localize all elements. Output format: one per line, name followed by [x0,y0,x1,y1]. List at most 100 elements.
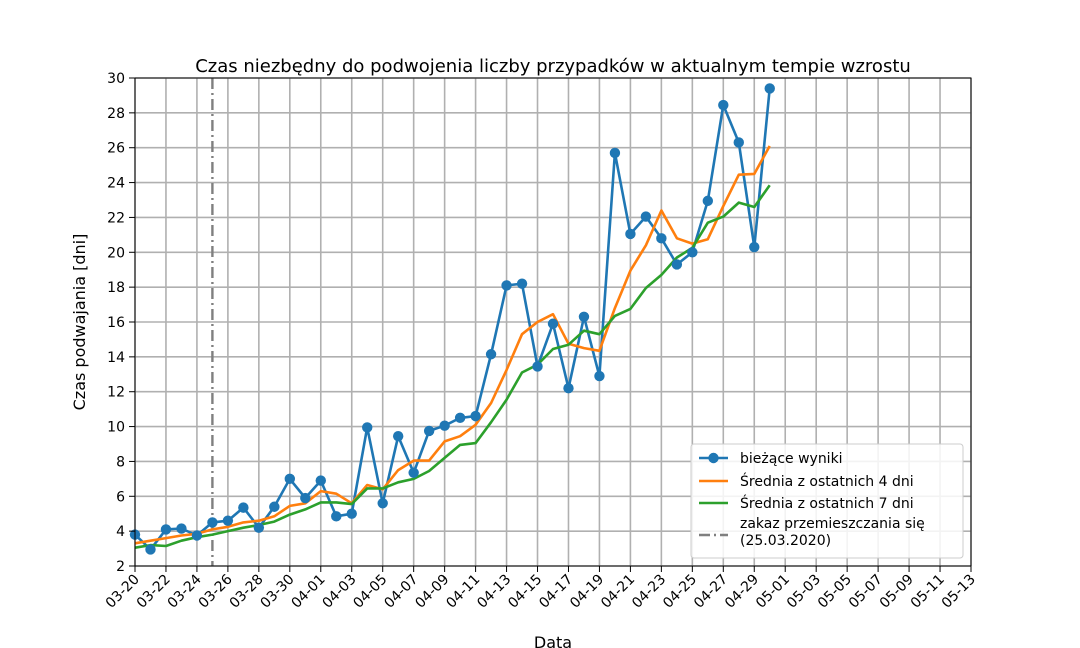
data-point [516,278,528,289]
x-tick-label: 04-13 [474,572,514,612]
y-tick-label: 30 [107,71,125,87]
data-point [594,370,605,382]
legend-label: Średnia z ostatnich 4 dni [740,472,914,490]
y-tick-label: 2 [116,559,125,575]
x-tick-label: 03-30 [258,572,298,612]
x-tick-label: 04-09 [412,572,452,612]
y-tick-label: 16 [107,315,125,331]
data-point [454,412,466,424]
x-tick-label: 04-21 [598,572,638,612]
legend-label: bieżące wyniki [740,451,843,467]
data-point [671,259,683,270]
y-tick-label: 26 [107,141,125,157]
data-point [470,410,481,422]
y-tick-label: 14 [107,350,125,366]
data-point [222,515,234,526]
data-point [547,318,559,329]
y-tick-label: 6 [116,489,125,505]
data-point [346,508,357,519]
series-line-2 [134,145,771,545]
y-tick-label: 12 [107,385,125,401]
data-point [718,99,729,111]
x-tick-label: 04-29 [722,572,762,612]
data-point [625,228,636,240]
x-tick-label: 04-03 [319,572,359,612]
data-point [439,420,450,431]
data-point [749,241,760,253]
data-point [687,247,698,258]
data-point [501,280,512,291]
x-tick-label: 05-09 [877,572,917,612]
y-axis-label: Czas podwajania [dni] [70,234,89,411]
y-tick-label: 24 [107,176,125,192]
y-tick-label: 22 [107,210,125,226]
data-point [702,195,714,207]
data-point [377,498,388,509]
data-point [640,211,652,222]
legend-label: zakaz przemieszczania się (25.03.2020) [740,516,925,549]
legend-label: Średnia z ostatnich 7 dni [740,494,914,512]
series [129,83,775,555]
data-point [176,523,187,534]
y-tick-label: 18 [107,280,125,296]
data-point [331,511,342,522]
x-tick-label: 04-01 [289,572,329,612]
data-point [532,361,543,372]
data-point [191,530,203,541]
data-point [656,233,667,244]
data-point [300,492,311,504]
data-point [392,430,404,442]
data-point [269,501,280,512]
data-point [315,475,326,486]
x-tick-label: 05-11 [908,572,948,612]
y-tick-label: 20 [107,245,125,261]
legend-box [690,443,964,559]
data-point [563,383,574,394]
data-point [733,137,744,148]
legend-marker [708,452,719,464]
data-point [408,467,419,478]
data-point [145,544,156,555]
x-axis-label: Data [534,633,572,648]
x-tick-label: 05-05 [815,572,855,612]
data-point [253,522,265,533]
data-point [578,311,590,322]
series-line-3 [134,184,771,549]
data-point [485,349,497,360]
x-tick-label: 03-28 [227,572,267,612]
data-point [609,147,621,159]
x-tick-label: 03-24 [165,571,205,611]
x-tick-label: 04-11 [443,572,483,612]
x-tick-label: 03-26 [196,571,236,611]
chart-title: Czas niezbędny do podwojenia liczby przy… [195,56,911,77]
data-point [284,473,296,485]
x-tick-label: 04-07 [381,572,421,612]
data-point [207,517,218,528]
data-point [238,502,249,513]
x-tick-label: 05-13 [939,572,979,612]
data-point [160,524,172,535]
x-tick-label: 03-22 [134,572,174,612]
y-tick-label: 28 [107,106,125,122]
legend: bieżące wyniki Średnia z ostatnich 4 dni Ś… [690,443,964,559]
x-tick-label: 04-19 [567,572,607,612]
y-tick-label: 8 [116,454,125,470]
x-tick-label: 04-25 [660,572,700,612]
x-axis: 03-2003-2203-2403-2603-2803-3004-0104-03… [103,566,979,612]
x-tick-label: 04-15 [505,572,545,612]
x-tick-label: 04-05 [350,572,390,612]
series-line-1 [134,88,771,551]
x-tick-label: 04-23 [629,572,669,612]
x-tick-label: 03-20 [103,572,143,612]
x-tick-label: 04-27 [691,572,731,612]
x-tick-label: 05-07 [846,572,886,612]
y-tick-label: 4 [116,524,125,540]
data-point [423,425,435,437]
data-point [362,422,373,433]
x-tick-label: 05-03 [784,572,824,612]
x-tick-label: 04-17 [536,572,576,612]
x-tick-label: 05-01 [753,572,793,612]
data-point [764,83,775,94]
